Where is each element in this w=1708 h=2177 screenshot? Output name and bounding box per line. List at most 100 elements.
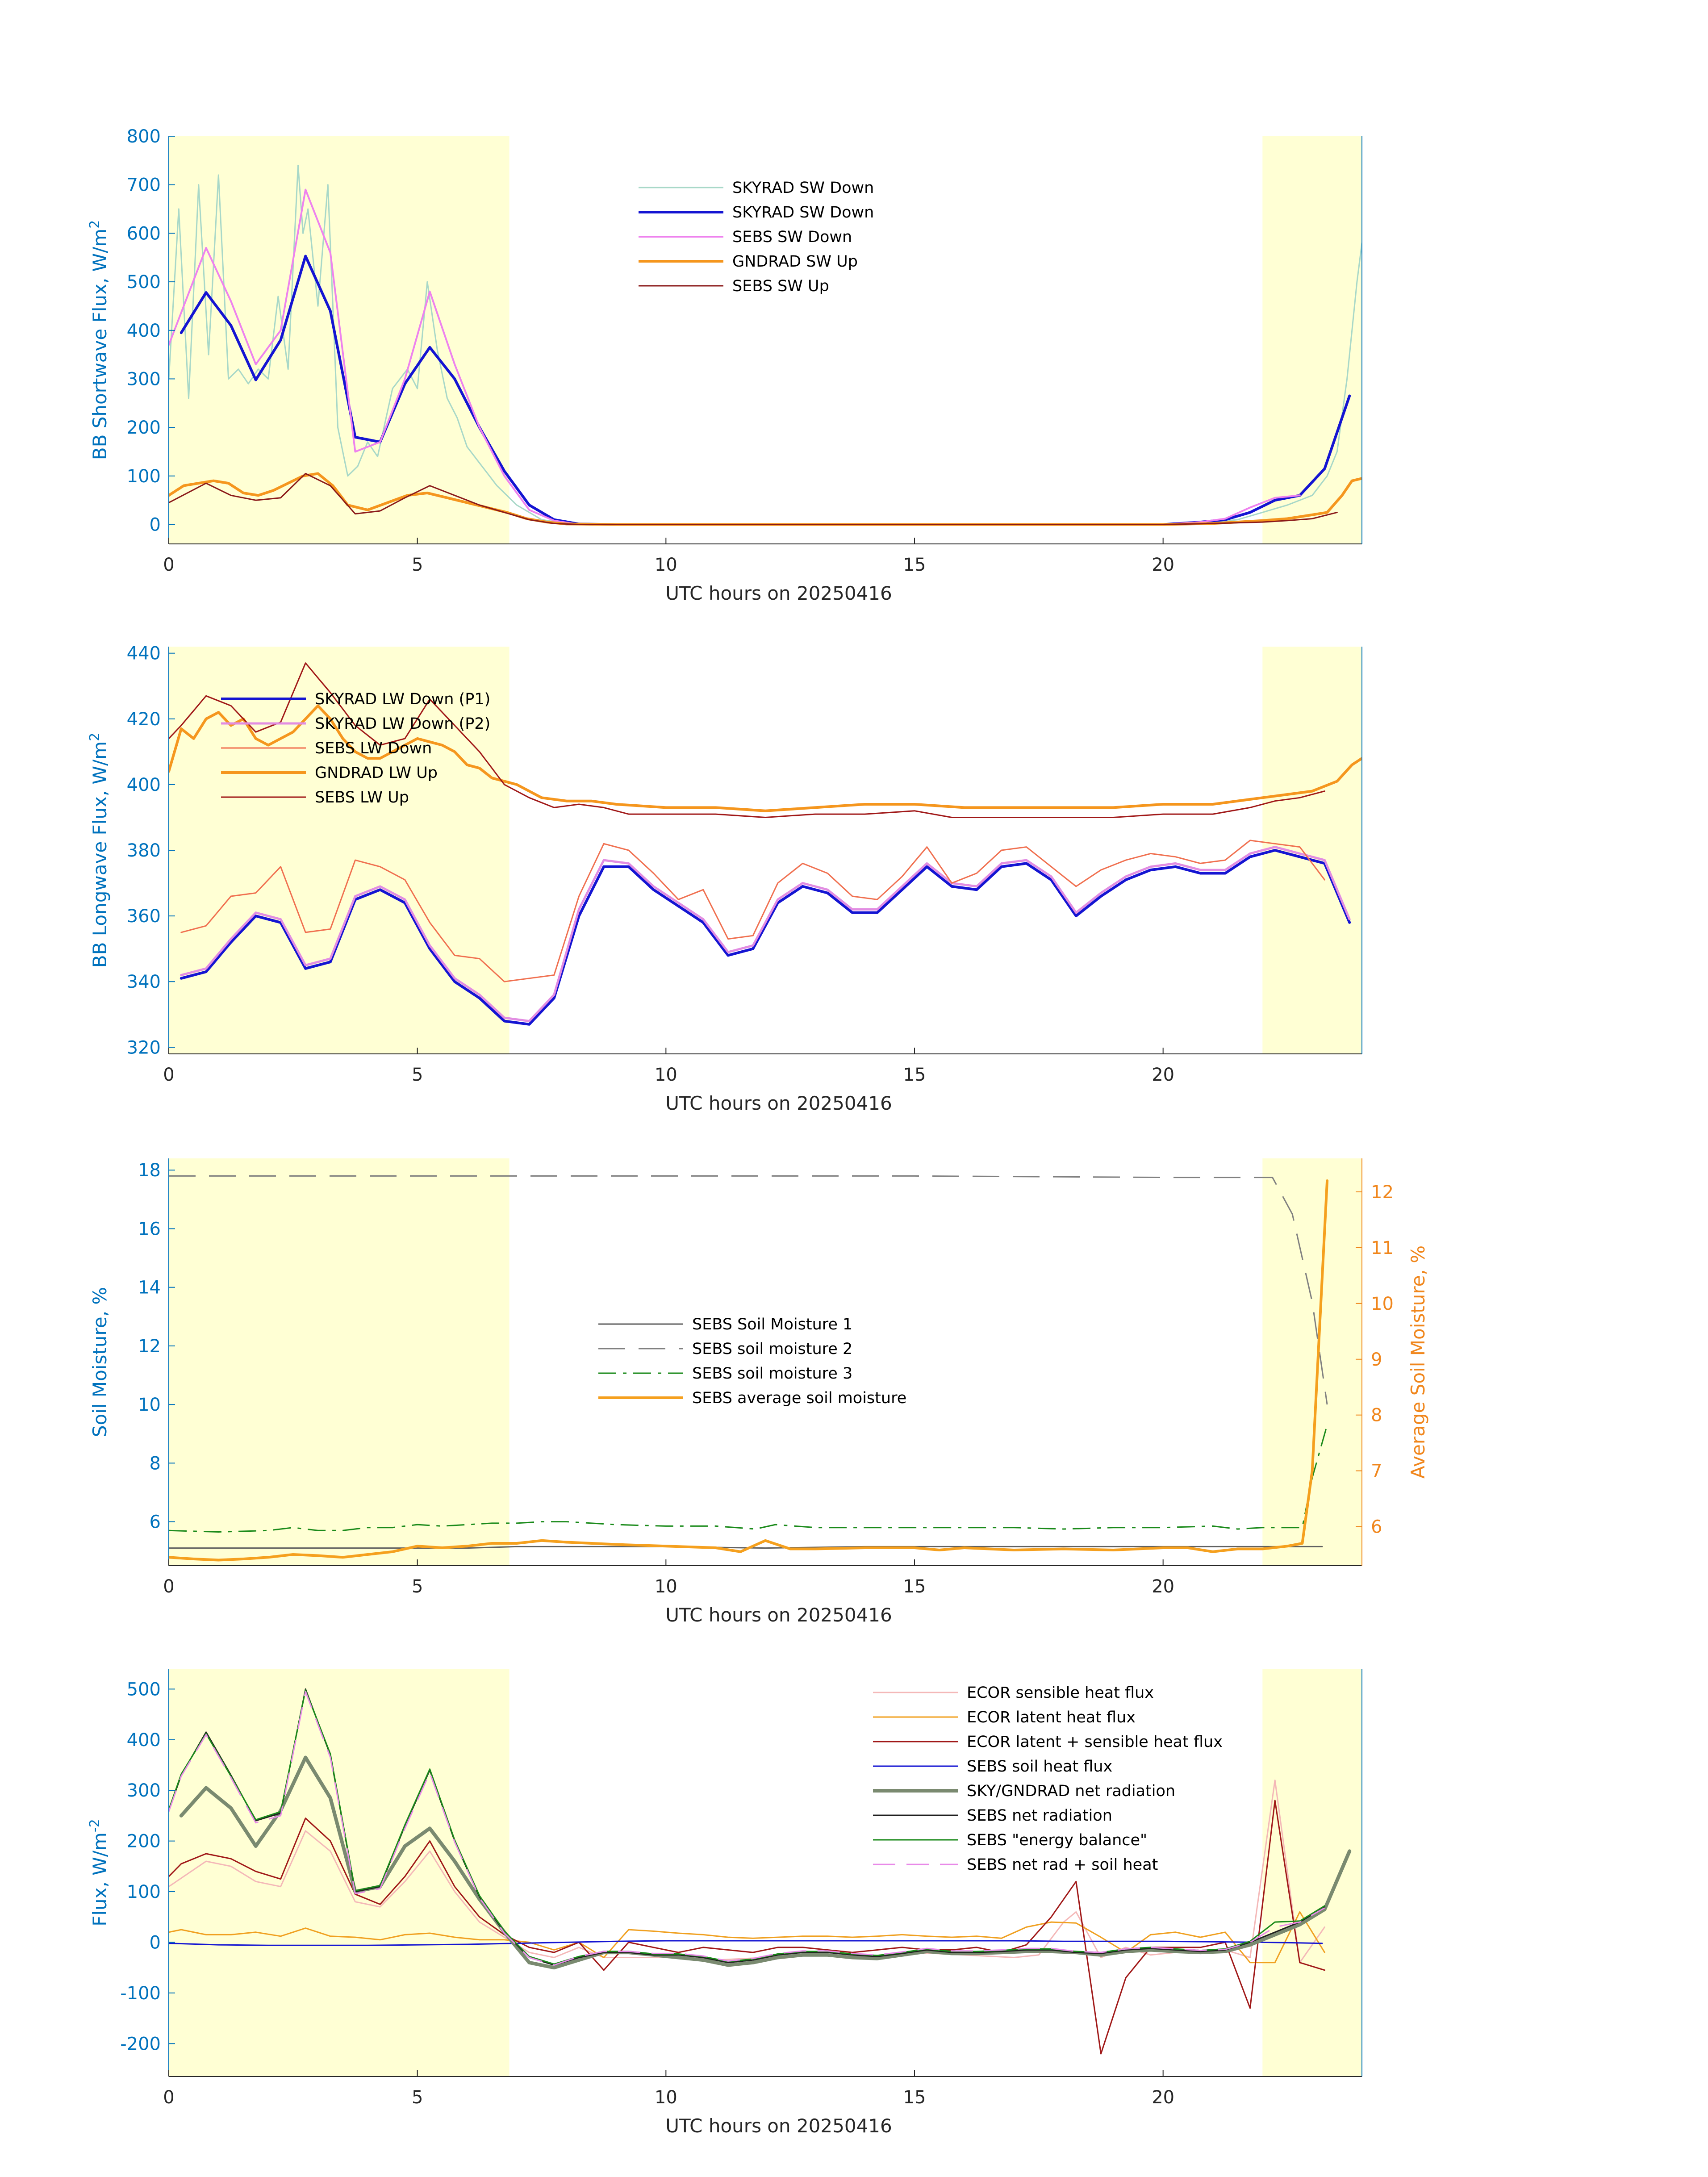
y-tick-label: 360 xyxy=(127,906,161,927)
x-tick-label: 5 xyxy=(412,1576,423,1597)
series-5-line xyxy=(169,472,1338,525)
right-tick-label: 7 xyxy=(1371,1461,1382,1482)
x-tick-label: 20 xyxy=(1152,555,1174,575)
legend-entry: ECOR sensible heat flux xyxy=(967,1684,1154,1702)
x-axis-label: UTC hours on 20250416 xyxy=(665,1604,892,1626)
x-tick-label: 0 xyxy=(163,1576,174,1597)
legend-entry: SKY/GNDRAD net radiation xyxy=(967,1782,1175,1800)
y-axis-label: BB Shortwave Flux, W/m2 xyxy=(87,220,111,460)
x-tick-label: 10 xyxy=(655,1576,677,1597)
y-axis-label: Flux, W/m-2 xyxy=(87,1819,111,1926)
y-tick-label: 800 xyxy=(127,126,161,147)
y-tick-label: 100 xyxy=(127,466,161,487)
y-tick-label: 400 xyxy=(127,775,161,795)
x-tick-label: 5 xyxy=(412,555,423,575)
legend: SKYRAD SW Down SKYRAD SW Down SEBS SW Down… xyxy=(639,179,874,295)
y-tick-label: 100 xyxy=(127,1882,161,1902)
x-tick-label: 0 xyxy=(163,2087,174,2108)
x-tick-label: 20 xyxy=(1152,1576,1174,1597)
x-tick-label: 0 xyxy=(163,555,174,575)
legend-entry: ECOR latent + sensible heat flux xyxy=(967,1733,1223,1751)
y-tick-label: 18 xyxy=(138,1160,161,1181)
night-shading-0 xyxy=(169,136,509,544)
legend-entry: GNDRAD LW Up xyxy=(315,764,438,782)
chart-soil_moisture: 0 5 10 15 20 6 8 10 12 14 16 18 6 7 8 9 10 11 12 UTC hours … xyxy=(89,1158,1429,1626)
x-tick-label: 15 xyxy=(903,555,926,575)
x-axis-label: UTC hours on 20250416 xyxy=(665,1092,892,1114)
x-tick-label: 5 xyxy=(412,2087,423,2108)
series-1-line xyxy=(180,849,1351,1026)
legend: SEBS Soil Moisture 1 SEBS soil moisture 2… xyxy=(598,1316,906,1407)
y-tick-label: 400 xyxy=(127,1730,161,1751)
chart-longwave: 0 5 10 15 20 320 340 360 380 400 420 440 UTC hours o… xyxy=(87,643,1362,1114)
y-tick-label: 440 xyxy=(127,643,161,664)
series-8-line xyxy=(169,1691,1325,1966)
series-5-line xyxy=(169,662,1325,818)
night-shading-0 xyxy=(169,1158,509,1566)
legend-entry: SEBS average soil moisture xyxy=(692,1389,906,1407)
night-shading-0 xyxy=(169,647,509,1054)
y-tick-label: 300 xyxy=(127,369,161,389)
legend-entry: SEBS SW Down xyxy=(732,228,852,246)
right-axis-label: Average Soil Moisture, % xyxy=(1407,1245,1429,1479)
night-shading-1 xyxy=(1262,1158,1362,1566)
y-tick-label: 700 xyxy=(127,175,161,196)
y-tick-label: 200 xyxy=(127,418,161,438)
legend-entry: SEBS soil moisture 3 xyxy=(692,1365,852,1383)
x-axis-label: UTC hours on 20250416 xyxy=(665,2115,892,2137)
legend-entry: SEBS SW Up xyxy=(732,277,829,295)
y-tick-label: 320 xyxy=(127,1037,161,1058)
legend-entry: SEBS net rad + soil heat xyxy=(967,1856,1158,1874)
series-2-line xyxy=(180,846,1351,1022)
y-tick-label: 340 xyxy=(127,972,161,992)
y-tick-label: 14 xyxy=(138,1278,161,1298)
legend-entry: SKYRAD SW Down xyxy=(732,179,874,197)
legend-entry: ECOR latent heat flux xyxy=(967,1709,1136,1726)
legend-entry: SEBS soil heat flux xyxy=(967,1758,1112,1776)
legend-entry: SEBS LW Up xyxy=(315,789,409,806)
y-tick-label: 400 xyxy=(127,321,161,341)
y-tick-label: 380 xyxy=(127,840,161,861)
y-tick-label: 200 xyxy=(127,1831,161,1852)
right-tick-label: 10 xyxy=(1371,1294,1394,1314)
y-tick-label: 600 xyxy=(127,223,161,244)
y-tick-label: -200 xyxy=(120,2034,161,2054)
y-tick-label: 10 xyxy=(138,1395,161,1415)
y-tick-label: 8 xyxy=(150,1453,161,1474)
right-tick-label: 8 xyxy=(1371,1405,1382,1426)
series-4-line xyxy=(169,1179,1329,1562)
x-tick-label: 0 xyxy=(163,1065,174,1085)
y-tick-label: 0 xyxy=(150,1932,161,1953)
x-tick-label: 20 xyxy=(1152,2087,1174,2108)
legend-entry: SEBS net radiation xyxy=(967,1807,1112,1825)
x-axis-label: UTC hours on 20250416 xyxy=(665,582,892,604)
legend-entry: SEBS soil moisture 2 xyxy=(692,1340,852,1358)
y-tick-label: 500 xyxy=(127,272,161,292)
legend-entry: SKYRAD SW Down xyxy=(732,204,874,221)
y-tick-label: -100 xyxy=(120,1983,161,2004)
y-tick-label: 500 xyxy=(127,1679,161,1700)
y-tick-label: 420 xyxy=(127,709,161,730)
legend-entry: SEBS Soil Moisture 1 xyxy=(692,1316,852,1333)
right-tick-label: 6 xyxy=(1371,1517,1382,1538)
legend-entry: SEBS "energy balance" xyxy=(967,1831,1147,1849)
night-shading-1 xyxy=(1262,1669,1362,2077)
series-4-line xyxy=(169,704,1362,812)
y-tick-label: 0 xyxy=(150,515,161,535)
legend-entry: SKYRAD LW Down (P2) xyxy=(315,715,490,733)
y-axis-label: BB Longwave Flux, W/m2 xyxy=(87,733,111,968)
x-tick-label: 15 xyxy=(903,2087,926,2108)
x-tick-label: 15 xyxy=(903,1065,926,1085)
x-tick-label: 10 xyxy=(655,2087,677,2108)
y-tick-label: 12 xyxy=(138,1336,161,1357)
night-shading-0 xyxy=(169,1669,509,2077)
night-shading-1 xyxy=(1262,136,1362,544)
y-axis-label: Soil Moisture, % xyxy=(89,1287,111,1437)
legend-entry: SKYRAD LW Down (P1) xyxy=(315,690,490,708)
series-3-line xyxy=(169,1425,1328,1533)
chart-surface_flux: 0 5 10 15 20 -200 -100 0 100 200 300 400 500 UTC hour… xyxy=(87,1669,1362,2137)
legend: SKYRAD LW Down (P1) SKYRAD LW Down (P2) SE… xyxy=(221,690,490,806)
series-2-line xyxy=(169,1175,1328,1405)
